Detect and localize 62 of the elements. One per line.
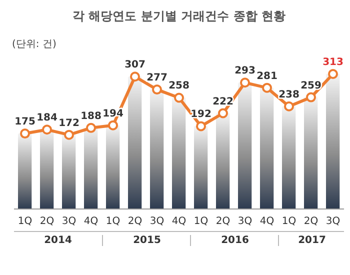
bar <box>304 97 318 209</box>
point <box>20 128 30 139</box>
data-label: 184 <box>36 112 58 124</box>
point <box>174 92 184 103</box>
data-label: 293 <box>234 66 256 77</box>
point <box>328 69 338 80</box>
x-tick-label: 1Q <box>194 216 208 228</box>
data-label: 313 <box>322 57 344 68</box>
text: 2015 <box>102 235 191 246</box>
text: (단위: 건) <box>12 38 58 51</box>
point <box>306 92 316 102</box>
x-tick-label: 4Q <box>172 216 186 228</box>
x-tick-label: 3Q <box>62 216 76 228</box>
bar <box>18 134 32 209</box>
x-tick-label: 1Q <box>18 216 32 228</box>
point <box>42 124 52 135</box>
data-label: 307 <box>124 60 146 71</box>
x-tick-label: 1Q <box>282 216 296 228</box>
x-tick-label: 3Q <box>238 216 252 228</box>
bar <box>106 125 120 209</box>
bar <box>238 82 252 209</box>
text: 2017 <box>278 235 345 246</box>
point <box>284 101 294 112</box>
data-label: 238 <box>278 89 300 100</box>
x-tick-label: 4Q <box>260 216 274 228</box>
x-tick-label: 2Q <box>40 216 54 228</box>
bar <box>150 90 164 209</box>
point <box>108 120 118 130</box>
x-tick-label: 3Q <box>326 216 340 228</box>
data-label: 258 <box>168 80 190 92</box>
data-label: 175 <box>14 116 36 128</box>
bar <box>172 98 186 209</box>
point <box>240 78 250 88</box>
bar <box>326 74 340 209</box>
x-tick-label: 1Q <box>106 216 120 228</box>
point <box>64 130 74 140</box>
point <box>130 72 140 82</box>
x-tick-label: 2Q <box>216 216 230 228</box>
point <box>86 122 96 133</box>
bar <box>282 106 296 209</box>
x-tick-label: 2Q <box>128 216 142 228</box>
data-label: 172 <box>58 118 80 129</box>
text: 2016 <box>190 235 279 246</box>
point <box>218 108 228 118</box>
data-label: 281 <box>256 70 278 82</box>
point <box>152 84 162 95</box>
data-label: 277 <box>146 72 168 84</box>
data-label: 259 <box>300 80 322 92</box>
bar <box>194 126 208 209</box>
point <box>196 121 206 132</box>
bar <box>216 113 230 209</box>
bar <box>84 128 98 209</box>
chart-title: 각 해당연도 분기별 거래건수 종합 현황 <box>72 8 286 25</box>
x-tick-label: 3Q <box>150 216 164 228</box>
bar <box>260 88 274 209</box>
x-tick-label: 4Q <box>84 216 98 228</box>
text: 2014 <box>43 235 73 246</box>
data-label: 188 <box>80 110 102 122</box>
point <box>262 82 272 93</box>
x-tick-label: 2Q <box>304 216 318 228</box>
bar <box>128 76 142 209</box>
bar <box>62 134 76 209</box>
